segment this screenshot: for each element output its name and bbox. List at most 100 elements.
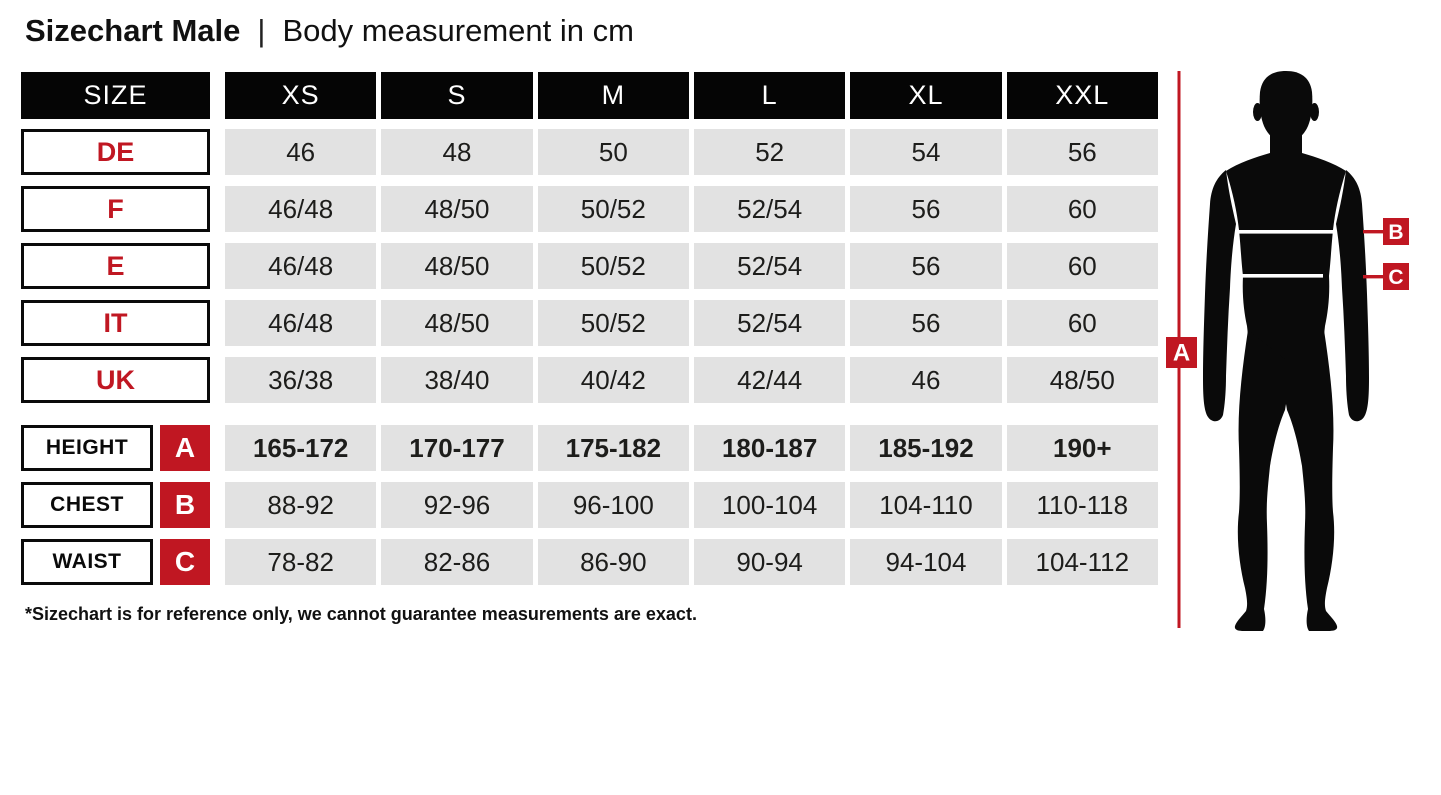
body-measurement-figure: A B C [1166,71,1409,631]
row-label-height: HEIGHT [21,425,153,471]
value-cell: 36/38 [225,357,377,403]
row-label-e: E [21,243,210,289]
value-cell: 60 [1006,186,1158,232]
silhouette-leg-left [1234,330,1286,631]
value-cell: 96-100 [537,482,689,528]
row-label-waist: WAIST [21,539,153,585]
page-title-main: Sizechart Male [25,13,241,48]
value-cell: 54 [850,129,1002,175]
measurement-row-height: HEIGHT A 165-172 170-177 175-182 180-187 185-1… [21,425,1158,471]
row-cells: 78-82 82-86 86-90 90-94 94-104 104-112 [225,539,1158,585]
value-cell: 56 [850,243,1002,289]
value-cell: 40/42 [537,357,689,403]
header-cell-s: S [381,72,533,119]
value-cell: 165-172 [225,425,377,471]
marker-c-box [1383,263,1409,290]
header-cell-xl: XL [850,72,1002,119]
marker-a-label: A [1173,340,1190,367]
marker-a-box [1166,337,1197,368]
value-cell: 46/48 [225,300,377,346]
value-cell: 56 [1006,129,1158,175]
value-cell: 52/54 [693,243,846,289]
value-cell: 90-94 [693,539,846,585]
silhouette-arm-right [1336,170,1369,422]
size-row-it: IT 46/48 48/50 50/52 52/54 56 60 [21,300,1158,346]
measurement-row-chest: CHEST B 88-92 92-96 96-100 100-104 104-110 110-… [21,482,1158,528]
marker-c-connector [1363,275,1383,279]
value-cell: 180-187 [693,425,846,471]
value-cell: 190+ [1006,425,1158,471]
value-cell: 88-92 [225,482,377,528]
value-cell: 52/54 [693,300,846,346]
silhouette-leg-right [1286,330,1338,631]
marker-badge-b: B [160,482,210,528]
page-title: Sizechart Male | Body measurement in cm [25,13,634,49]
value-cell: 46/48 [225,186,377,232]
value-cell: 52 [693,129,846,175]
value-cell: 92-96 [381,482,533,528]
marker-badge-a: A [160,425,210,471]
size-row-f: F 46/48 48/50 50/52 52/54 56 60 [21,186,1158,232]
value-cell: 100-104 [693,482,846,528]
value-cell: 48/50 [381,243,533,289]
value-cell: 52/54 [693,186,846,232]
marker-b: B [1383,218,1409,245]
marker-b-connector [1363,230,1383,234]
value-cell: 56 [850,300,1002,346]
header-cell-m: M [537,72,689,119]
title-separator: | [257,13,266,48]
value-cell: 185-192 [850,425,1002,471]
value-cell: 78-82 [225,539,377,585]
footnote: *Sizechart is for reference only, we can… [25,604,697,624]
value-cell: 50/52 [537,186,689,232]
value-cell: 94-104 [850,539,1002,585]
value-cell: 170-177 [381,425,533,471]
value-cell: 60 [1006,300,1158,346]
marker-b-box [1383,218,1409,245]
chest-line [1238,230,1333,234]
value-cell: 60 [1006,243,1158,289]
value-cell: 48/50 [381,186,533,232]
value-cell: 175-182 [537,425,689,471]
value-cell: 46 [225,129,377,175]
header-cell-xs: XS [225,72,377,119]
value-cell: 48/50 [381,300,533,346]
value-cell: 46 [850,357,1002,403]
marker-a: A [1166,337,1197,368]
silhouette-ear-right [1310,103,1319,121]
row-label-f: F [21,186,210,232]
page-title-subtitle: Body measurement in cm [282,13,634,48]
marker-badge-c: C [160,539,210,585]
value-cell: 46/48 [225,243,377,289]
row-cells: 46/48 48/50 50/52 52/54 56 60 [225,300,1158,346]
size-row-de: DE 46 48 50 52 54 56 [21,129,1158,175]
row-cells: 88-92 92-96 96-100 100-104 104-110 110-118 [225,482,1158,528]
value-cell: 48/50 [1006,357,1158,403]
sizechart-table: SIZE XS S M L XL XXL DE 46 48 50 52 54 56 F 46/48 48/5… [21,72,1158,585]
header-cells: XS S M L XL XXL [225,72,1158,119]
row-label-it: IT [21,300,210,346]
row-label-uk: UK [21,357,210,403]
marker-c: C [1383,263,1409,290]
row-label-chest: CHEST [21,482,153,528]
row-cells: 46 48 50 52 54 56 [225,129,1158,175]
marker-b-label: B [1388,221,1403,244]
value-cell: 82-86 [381,539,533,585]
table-header-row: SIZE XS S M L XL XXL [21,72,1158,119]
row-cells: 46/48 48/50 50/52 52/54 56 60 [225,243,1158,289]
header-cell-size: SIZE [21,72,210,119]
value-cell: 110-118 [1006,482,1158,528]
male-silhouette-icon [1203,71,1369,631]
row-cells: 36/38 38/40 40/42 42/44 46 48/50 [225,357,1158,403]
value-cell: 56 [850,186,1002,232]
silhouette-arm-left [1203,170,1236,422]
value-cell: 86-90 [537,539,689,585]
silhouette-ear-left [1253,103,1262,121]
row-label-de: DE [21,129,210,175]
value-cell: 104-112 [1006,539,1158,585]
value-cell: 42/44 [693,357,846,403]
header-cell-xxl: XXL [1006,72,1158,119]
size-row-e: E 46/48 48/50 50/52 52/54 56 60 [21,243,1158,289]
value-cell: 50/52 [537,300,689,346]
